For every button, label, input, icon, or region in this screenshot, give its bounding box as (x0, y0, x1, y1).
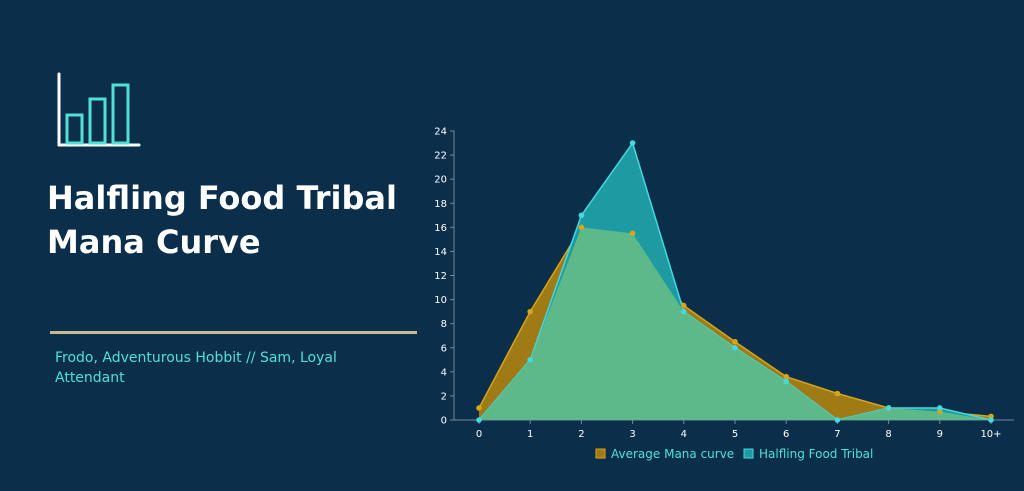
data-point (476, 417, 482, 423)
y-tick-label: 0 (441, 416, 447, 427)
x-tick-label: 3 (629, 429, 635, 440)
data-point (476, 405, 482, 411)
data-point (527, 356, 533, 363)
x-tick-label: 2 (578, 429, 584, 440)
y-tick-label: 22 (434, 151, 447, 162)
commander-name: Frodo, Adventurous Hobbit // Sam, Loyal … (55, 350, 337, 386)
legend-swatch (743, 448, 754, 459)
y-tick-label: 12 (434, 271, 447, 282)
data-point (834, 417, 841, 423)
x-tick-label: 7 (834, 429, 840, 440)
overlap-area (479, 227, 991, 420)
data-point (629, 140, 636, 146)
x-tick-label: 4 (681, 429, 687, 440)
x-tick-label: 1 (527, 429, 533, 440)
data-point (578, 212, 585, 219)
y-tick-label: 18 (434, 199, 447, 210)
legend-label: Halfling Food Tribal (759, 447, 873, 461)
data-point (783, 373, 789, 380)
y-tick-label: 16 (434, 223, 447, 234)
legend-label: Average Mana curve (611, 447, 734, 461)
x-tick-label: 5 (732, 429, 738, 440)
data-point (681, 302, 687, 309)
x-tick-label: 10+ (980, 429, 1001, 440)
chart-areas (478, 141, 992, 421)
y-tick-label: 20 (434, 175, 447, 186)
data-point (732, 338, 738, 345)
bar-chart-icon (57, 72, 141, 147)
data-point (732, 344, 738, 351)
data-point (578, 224, 585, 231)
divider (50, 331, 417, 334)
y-tick-label: 10 (434, 295, 447, 306)
y-tick-label: 8 (441, 319, 447, 330)
data-point (937, 405, 943, 411)
data-point (885, 405, 892, 411)
legend-swatch (595, 448, 606, 459)
chart-points (476, 140, 994, 423)
data-point (834, 390, 841, 397)
y-tick-label: 2 (441, 391, 447, 402)
x-tick-label: 0 (476, 429, 482, 440)
y-tick-label: 14 (434, 247, 447, 258)
data-point (681, 308, 687, 315)
x-tick-label: 9 (937, 429, 943, 440)
page-title: Halfling Food Tribal Mana Curve (47, 179, 397, 261)
data-point (988, 417, 994, 423)
data-point (783, 378, 789, 385)
data-point (527, 308, 533, 315)
x-tick-label: 8 (885, 429, 891, 440)
y-tick-label: 24 (434, 127, 447, 138)
data-point (629, 230, 636, 237)
chart-legend: Average Mana curve Halfling Food Tribal (595, 447, 873, 461)
y-tick-label: 4 (441, 367, 447, 378)
y-tick-label: 6 (441, 343, 447, 354)
x-tick-label: 6 (783, 429, 789, 440)
